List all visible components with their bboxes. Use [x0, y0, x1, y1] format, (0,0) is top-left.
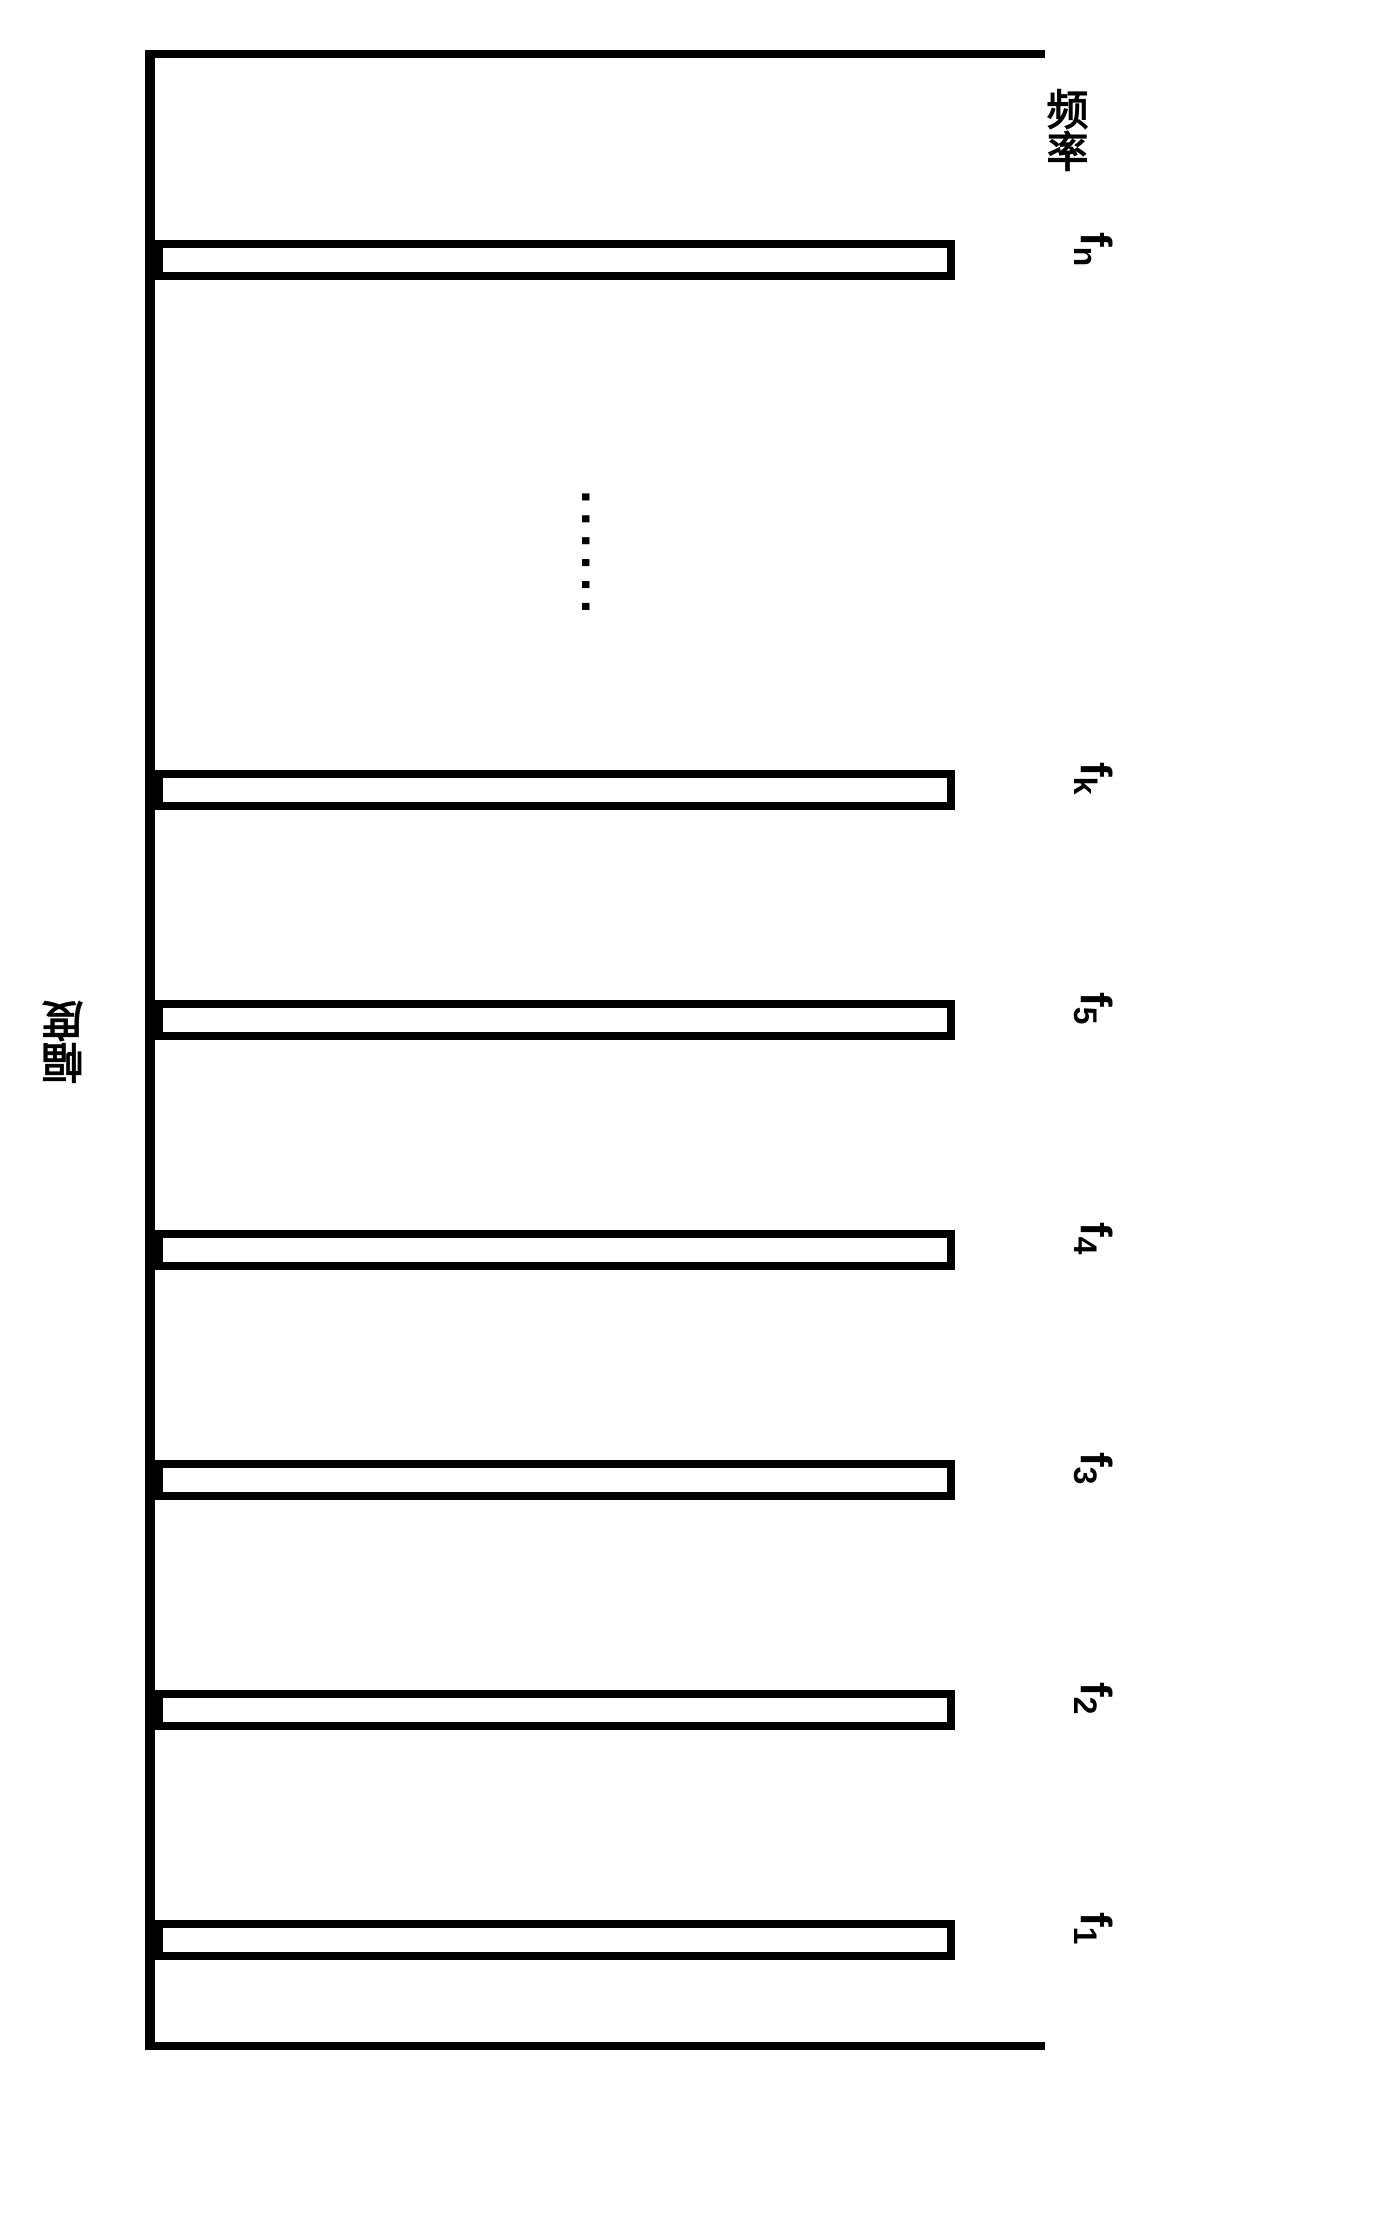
bar-label-4: f4 — [1066, 1222, 1120, 1254]
bar-label-k: fk — [1066, 762, 1120, 794]
bar-label-main: f — [1071, 1682, 1120, 1697]
bar-label-2: f2 — [1066, 1682, 1120, 1714]
x-axis — [145, 2042, 1045, 2050]
x-axis-label: 频率 — [1034, 88, 1095, 172]
bar-label-subscript: 4 — [1067, 1237, 1103, 1255]
bar-k — [155, 770, 955, 810]
bar-label-subscript: 2 — [1067, 1697, 1103, 1715]
ellipsis: ...... — [570, 490, 628, 621]
chart-container: 频率 幅度 f1f2f3f4f5fkfn...... — [50, 50, 1050, 2150]
bar-label-3: f3 — [1066, 1452, 1120, 1484]
bar-label-main: f — [1071, 1912, 1120, 1927]
bar-3 — [155, 1460, 955, 1500]
bar-label-subscript: n — [1067, 247, 1103, 267]
bar-n — [155, 240, 955, 280]
bar-label-1: f1 — [1066, 1912, 1120, 1944]
bar-label-main: f — [1071, 1452, 1120, 1467]
bar-label-main: f — [1071, 232, 1120, 247]
y-axis-top-line — [145, 50, 1045, 58]
bar-label-subscript: k — [1067, 777, 1103, 795]
bar-2 — [155, 1690, 955, 1730]
bar-5 — [155, 1000, 955, 1040]
bar-label-main: f — [1071, 762, 1120, 777]
bar-label-subscript: 3 — [1067, 1467, 1103, 1485]
bar-1 — [155, 1920, 955, 1960]
bar-label-main: f — [1071, 1222, 1120, 1237]
y-axis — [145, 50, 155, 2050]
bar-label-n: fn — [1066, 232, 1120, 266]
y-axis-label: 幅度 — [35, 1000, 96, 1084]
bar-4 — [155, 1230, 955, 1270]
bar-label-subscript: 1 — [1067, 1927, 1103, 1945]
bar-label-main: f — [1071, 992, 1120, 1007]
bar-label-5: f5 — [1066, 992, 1120, 1024]
bar-label-subscript: 5 — [1067, 1007, 1103, 1025]
